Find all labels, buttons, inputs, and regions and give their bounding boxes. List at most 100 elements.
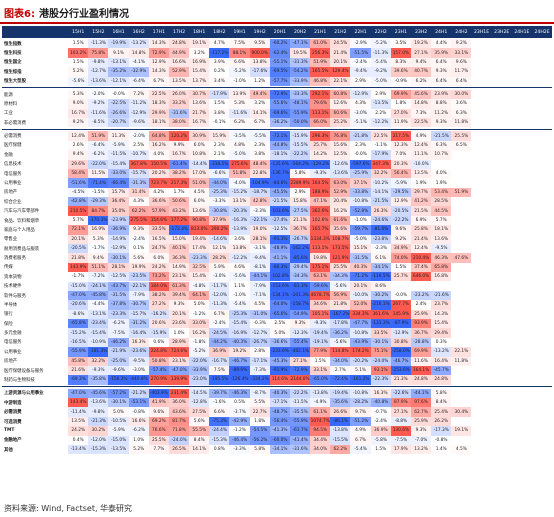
data-cell: -134.1% <box>269 290 291 301</box>
data-cell: -12.9% <box>350 89 371 100</box>
data-cell: -36.6% <box>269 337 291 348</box>
data-cell: 113.1% <box>310 243 331 254</box>
data-cell <box>491 140 512 151</box>
data-cell: 29.4% <box>431 328 452 338</box>
row-label: 中游制造 <box>2 398 68 408</box>
data-cell: 2.9% <box>370 89 391 100</box>
data-cell: 66.0% <box>310 118 331 128</box>
data-cell: -55.4% <box>289 337 311 348</box>
data-cell: 4.9% <box>350 426 371 436</box>
data-cell: -216.1% <box>370 300 391 310</box>
data-cell: -57.7% <box>269 76 291 86</box>
data-cell: -65.8% <box>68 319 89 329</box>
data-cell: -12.8% <box>189 398 210 408</box>
data-cell: 210.5% <box>68 206 89 216</box>
data-cell: 5.0% <box>189 300 210 310</box>
data-cell: -50.0% <box>289 118 311 128</box>
data-cell: -44.1% <box>249 272 270 282</box>
data-cell: 9.9% <box>168 140 190 151</box>
data-cell: 11.8% <box>451 118 472 128</box>
column-header: 18H1 <box>189 26 210 38</box>
data-cell <box>491 337 512 348</box>
data-cell: -59.7% <box>350 225 371 235</box>
data-cell: -5.2% <box>229 67 250 77</box>
data-cell <box>471 347 492 357</box>
row-label: 必需消费 <box>2 131 68 141</box>
data-cell: -22.2% <box>289 388 311 399</box>
data-cell <box>471 426 492 436</box>
data-cell: 1074.7% <box>310 416 331 427</box>
data-cell <box>491 253 512 263</box>
data-cell: 22.1% <box>330 76 351 86</box>
data-cell: 13.7% <box>189 76 210 86</box>
data-cell: -9.4% <box>249 253 270 263</box>
data-cell <box>451 159 472 169</box>
data-cell: 5.9% <box>209 262 230 273</box>
data-cell: 13.2% <box>410 444 432 455</box>
data-cell: -17.6% <box>249 67 270 77</box>
data-cell: 53.4% <box>431 187 452 198</box>
data-cell: 1.5% <box>68 39 89 49</box>
data-cell <box>511 388 533 399</box>
data-cell: 3.8% <box>209 108 230 119</box>
data-cell <box>511 178 533 188</box>
data-cell: -69.3% <box>68 375 89 385</box>
data-cell: 2.3% <box>249 140 270 151</box>
data-cell: 9.6% <box>451 57 472 68</box>
data-cell <box>471 328 492 338</box>
data-cell: -19.4% <box>330 388 351 399</box>
data-cell: 3.2% <box>249 99 270 109</box>
data-cell: 150.5% <box>148 159 170 169</box>
data-cell: -71.2% <box>350 272 371 282</box>
data-cell: -55.9% <box>68 347 89 357</box>
data-cell: 3.6% <box>229 234 250 244</box>
data-cell: -156.2% <box>108 375 129 385</box>
data-cell: -69.6% <box>269 108 291 119</box>
data-cell <box>471 375 492 385</box>
data-cell: -47.7% <box>350 319 371 329</box>
row-label: 医疗保健 <box>2 140 68 151</box>
data-cell: -34.1% <box>370 262 391 273</box>
data-cell: -9.8% <box>88 57 109 68</box>
row-label: 恒生国企 <box>2 57 68 68</box>
data-cell: 29.9% <box>148 108 170 119</box>
data-cell <box>471 206 492 216</box>
data-cell: -25.3% <box>209 187 230 198</box>
data-cell: 1.8% <box>249 416 270 427</box>
data-cell: 724.6% <box>168 347 190 357</box>
data-cell <box>511 225 533 235</box>
data-cell <box>471 444 492 455</box>
data-cell: 64.1% <box>189 290 210 301</box>
data-cell: 24.8% <box>431 375 452 385</box>
data-cell: 56.9% <box>330 290 351 301</box>
data-cell: 23.6% <box>168 319 190 329</box>
data-cell: -33.3% <box>289 89 311 100</box>
data-cell: 14.3% <box>431 309 452 319</box>
data-cell: 105.1% <box>310 309 331 319</box>
data-cell: 5.7% <box>68 215 89 226</box>
data-cell: -403.9% <box>148 388 170 399</box>
data-cell: -21.3% <box>88 416 109 427</box>
data-cell: 6.4% <box>431 76 452 86</box>
data-cell: 12.4% <box>68 131 89 141</box>
data-cell: 21.1% <box>289 215 311 226</box>
row-label: 传媒 <box>2 262 68 273</box>
data-cell <box>451 215 472 226</box>
data-cell: 22.8% <box>249 168 270 179</box>
data-cell <box>531 262 553 273</box>
data-cell <box>491 159 512 169</box>
data-cell: -43.9% <box>350 337 371 348</box>
data-cell <box>531 76 553 86</box>
data-cell <box>451 178 472 188</box>
data-cell: 12.3% <box>390 140 412 151</box>
data-cell: -16.3% <box>229 215 250 226</box>
data-cell <box>531 347 553 357</box>
row-label: 资本货物 <box>2 272 68 282</box>
data-cell: 4.5% <box>189 187 210 198</box>
data-cell <box>471 197 492 207</box>
data-cell: 7.5% <box>209 365 230 376</box>
data-cell: 13.5% <box>68 416 89 427</box>
data-cell <box>491 365 512 376</box>
data-cell <box>491 225 512 235</box>
data-cell <box>511 206 533 216</box>
